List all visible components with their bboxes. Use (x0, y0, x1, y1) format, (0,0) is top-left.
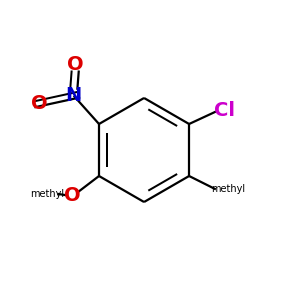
Text: O: O (64, 186, 81, 205)
Text: methyl: methyl (30, 189, 64, 199)
Text: O: O (67, 55, 83, 74)
Text: N: N (66, 86, 82, 105)
Text: O: O (31, 94, 48, 113)
Text: Cl: Cl (214, 101, 235, 120)
Text: methyl: methyl (211, 184, 245, 194)
